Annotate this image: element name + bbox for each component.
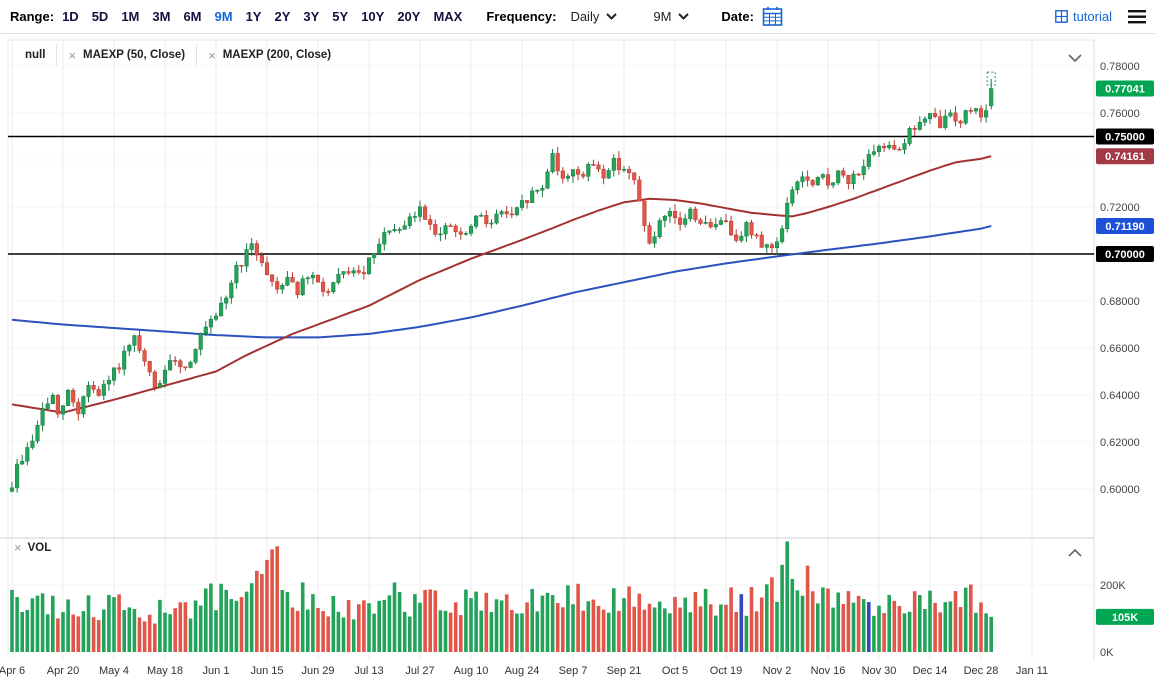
svg-text:105K: 105K	[1112, 612, 1138, 624]
remove-volume-button[interactable]: ×	[14, 540, 22, 555]
svg-text:May 4: May 4	[99, 665, 129, 677]
grid-lines	[8, 40, 1094, 660]
range-option-1d[interactable]: 1D	[62, 9, 79, 24]
date-picker-button[interactable]	[762, 6, 783, 27]
svg-text:0.72000: 0.72000	[1100, 202, 1140, 214]
legend-item-1: × MAEXP (50, Close)	[56, 44, 196, 66]
range-option-20y[interactable]: 20Y	[397, 9, 421, 24]
ma50-line	[11, 155, 992, 414]
forming-candle-marker	[986, 71, 996, 86]
chevron-down-icon	[678, 13, 690, 20]
legend-item-label: MAEXP (50, Close)	[83, 49, 186, 61]
calendar-icon	[762, 6, 783, 26]
menu-icon	[1128, 9, 1146, 23]
svg-text:0.78000: 0.78000	[1100, 61, 1140, 73]
range-option-5d[interactable]: 5D	[91, 9, 109, 24]
svg-text:Dec 14: Dec 14	[913, 665, 948, 677]
candlestick-chart[interactable]: 0.780000.760000.740000.720000.700000.680…	[0, 34, 1156, 689]
range-option-2y[interactable]: 2Y	[274, 9, 291, 24]
svg-text:Jan 11: Jan 11	[1016, 665, 1048, 677]
legend-item-0: null	[14, 44, 56, 66]
price-level-lines	[8, 135, 1094, 255]
svg-text:Apr 20: Apr 20	[47, 665, 79, 677]
svg-text:0.71190: 0.71190	[1105, 221, 1144, 233]
chevron-down-icon	[1068, 54, 1082, 63]
svg-text:Jun 1: Jun 1	[203, 665, 230, 677]
legend-item-label: MAEXP (200, Close)	[222, 49, 332, 61]
svg-text:Sep 21: Sep 21	[607, 665, 642, 677]
toolbar: Range: 1D 5D 1M 3M 6M 9M 1Y 2Y 3Y 5Y 10Y 20Y MAX Fre…	[0, 0, 1156, 34]
period-value: 9M	[653, 9, 672, 24]
tutorial-link[interactable]: tutorial	[1055, 9, 1112, 24]
range-option-5y[interactable]: 5Y	[332, 9, 349, 24]
legend-item-label: null	[25, 49, 46, 61]
range-label: Range:	[10, 9, 55, 24]
period-dropdown[interactable]: 9M	[653, 9, 690, 24]
svg-text:0K: 0K	[1100, 647, 1114, 659]
menu-button[interactable]	[1128, 9, 1146, 24]
svg-text:May 18: May 18	[147, 665, 183, 677]
chevron-down-icon	[606, 13, 618, 20]
frequency-value: Daily	[570, 9, 600, 24]
svg-text:0.70000: 0.70000	[1105, 249, 1145, 261]
volume-legend-label: VOL	[27, 541, 52, 554]
frequency-dropdown[interactable]: Daily	[570, 9, 618, 24]
range-option-6m[interactable]: 6M	[183, 9, 202, 24]
panel-borders	[0, 39, 1095, 660]
svg-text:Nov 16: Nov 16	[811, 665, 846, 677]
candles-series	[9, 71, 996, 493]
svg-text:Oct 19: Oct 19	[710, 665, 742, 677]
svg-text:200K: 200K	[1100, 580, 1126, 592]
moving-averages	[11, 155, 992, 414]
svg-text:Jul 13: Jul 13	[354, 665, 383, 677]
collapse-price-panel-button[interactable]	[1068, 50, 1084, 63]
ma200-line	[11, 225, 992, 339]
svg-text:0.74161: 0.74161	[1105, 151, 1145, 163]
range-option-3y[interactable]: 3Y	[303, 9, 320, 24]
svg-text:0.76000: 0.76000	[1100, 108, 1140, 120]
chart-legend: null × MAEXP (50, Close) × MAEXP (200, Close…	[14, 44, 342, 66]
range-option-3m[interactable]: 3M	[152, 9, 171, 24]
range-selector: 1D 5D 1M 3M 6M 9M 1Y 2Y 3Y 5Y 10Y 20Y MAX	[62, 9, 462, 24]
svg-text:Jun 29: Jun 29	[301, 665, 334, 677]
chart-area: 0.780000.760000.740000.720000.700000.680…	[0, 34, 1156, 689]
svg-text:Nov 30: Nov 30	[862, 665, 897, 677]
tutorial-icon	[1055, 10, 1068, 23]
range-option-1m[interactable]: 1M	[121, 9, 140, 24]
svg-text:Jul 27: Jul 27	[405, 665, 434, 677]
svg-text:0.62000: 0.62000	[1100, 437, 1140, 449]
remove-series-button[interactable]: ×	[68, 47, 77, 63]
svg-text:Dec 28: Dec 28	[964, 665, 999, 677]
svg-text:Aug 10: Aug 10	[454, 665, 489, 677]
remove-series-button[interactable]: ×	[208, 47, 216, 63]
volume-legend: × VOL	[14, 540, 51, 555]
svg-text:Sep 7: Sep 7	[559, 665, 588, 677]
range-option-1y[interactable]: 1Y	[245, 9, 262, 24]
tutorial-label: tutorial	[1072, 9, 1112, 24]
svg-text:0.77041: 0.77041	[1105, 84, 1145, 96]
range-option-10y[interactable]: 10Y	[361, 9, 385, 24]
svg-text:0.64000: 0.64000	[1100, 390, 1140, 402]
price-badges: 0.77041 0.75000 0.74161 0.71190 0.70000 105K	[1096, 80, 1154, 625]
svg-text:0.68000: 0.68000	[1100, 296, 1140, 308]
svg-text:0.66000: 0.66000	[1100, 343, 1140, 355]
svg-text:Apr 6: Apr 6	[0, 665, 25, 677]
svg-text:Aug 24: Aug 24	[505, 665, 540, 677]
svg-text:0.60000: 0.60000	[1100, 484, 1140, 496]
frequency-label: Frequency:	[486, 9, 557, 24]
volume-series	[10, 541, 993, 652]
svg-text:0.75000: 0.75000	[1105, 132, 1145, 144]
range-option-9m[interactable]: 9M	[214, 9, 233, 24]
svg-text:Nov 2: Nov 2	[763, 665, 792, 677]
svg-text:Jun 15: Jun 15	[250, 665, 283, 677]
svg-text:Oct 5: Oct 5	[662, 665, 688, 677]
legend-item-2: × MAEXP (200, Close)	[196, 44, 342, 66]
range-option-max[interactable]: MAX	[433, 9, 463, 24]
chevron-up-icon	[1068, 548, 1082, 557]
date-label: Date:	[721, 9, 754, 24]
collapse-volume-panel-button[interactable]	[1068, 544, 1084, 557]
